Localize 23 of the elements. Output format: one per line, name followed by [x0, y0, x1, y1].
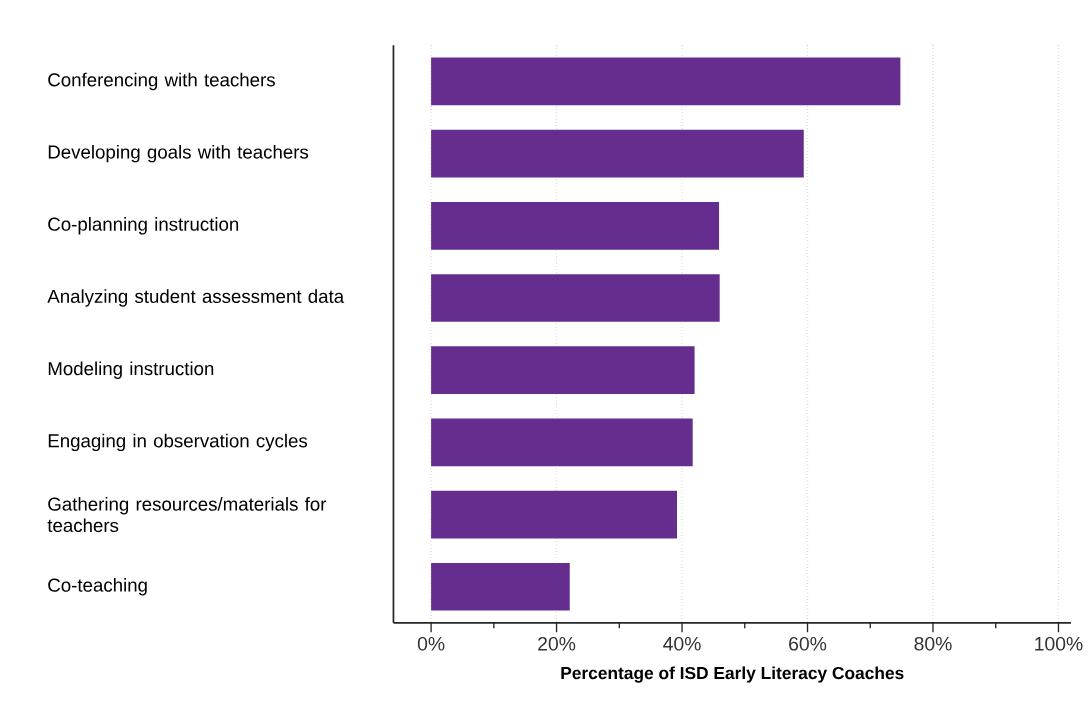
- y-tick-label: Conferencing with teachers: [48, 72, 275, 91]
- x-axis-title: Percentage of ISD Early Literacy Coaches: [561, 666, 904, 683]
- bar: [431, 57, 901, 106]
- bar: [431, 202, 720, 250]
- y-tick-label: Developing goals with teachers: [48, 145, 309, 163]
- y-tick-label: Modeling instruction: [48, 361, 214, 380]
- bar: [431, 346, 695, 395]
- x-tick-label: 100%: [1035, 637, 1083, 651]
- bar: [431, 490, 678, 539]
- bar: [431, 418, 693, 467]
- x-tick-label: 60%: [789, 637, 827, 651]
- x-tick-label: 40%: [663, 637, 701, 651]
- x-tick-label: 20%: [538, 637, 576, 651]
- bar: [431, 130, 804, 178]
- bar: [431, 563, 570, 611]
- y-tick-label: Co-teaching: [48, 578, 147, 596]
- y-tick-label: Gathering resources/materials for teachers: [47, 497, 327, 533]
- y-tick-label: Co-planning instruction: [48, 217, 239, 235]
- y-tick-label: Engaging in observation cycles: [48, 433, 308, 452]
- bar: [431, 274, 720, 323]
- y-tick-label: Analyzing student assessment data: [47, 289, 345, 307]
- x-tick-label: 0%: [417, 637, 445, 651]
- x-tick-label: 80%: [914, 637, 952, 651]
